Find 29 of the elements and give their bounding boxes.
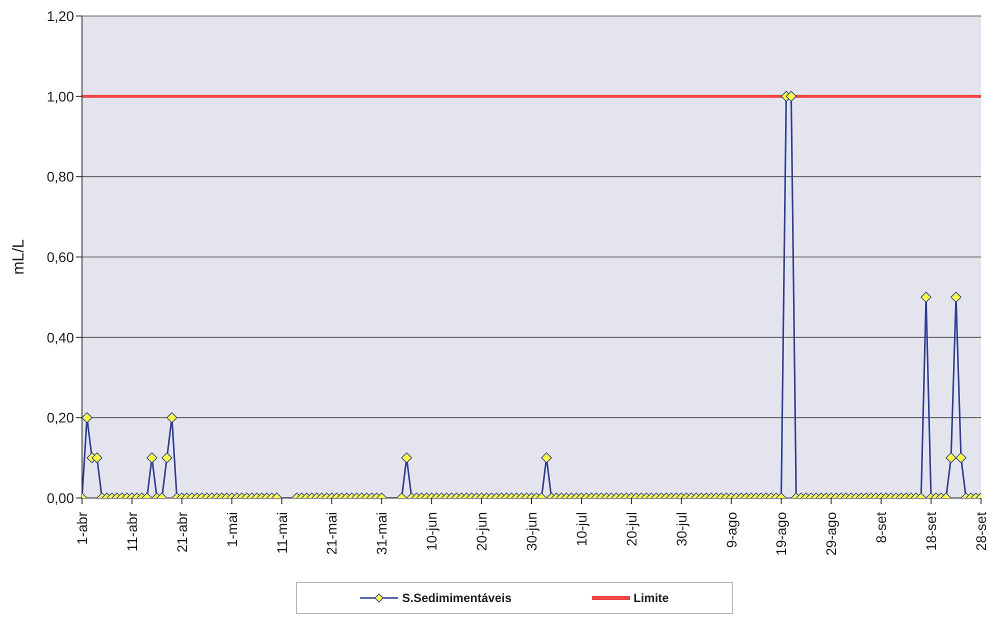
x-tick-label: 1-abr [74, 512, 90, 545]
x-tick-label: 8-set [873, 512, 890, 544]
x-tick-label: 9-ago [723, 512, 740, 548]
y-tick-label: 0,00 [46, 490, 74, 506]
x-tick-label: 18-set [923, 512, 940, 551]
x-tick-label: 1-mai [224, 512, 240, 548]
y-tick-label: 1,20 [46, 8, 74, 24]
x-tick-label: 10-jun [424, 512, 440, 551]
x-tick-label: 11-abr [124, 512, 140, 552]
x-tick-label: 30-jun [524, 512, 540, 551]
x-tick-label: 20-jun [474, 512, 490, 551]
y-tick-label: 0,40 [46, 329, 74, 346]
x-tick-label: 21-mai [324, 512, 340, 555]
legend-label: S.Sedimimentáveis [402, 591, 512, 605]
y-axis-title: mL/L [10, 239, 28, 275]
x-tick-label: 28-set [973, 512, 989, 551]
x-tick-label: 11-mai [274, 512, 290, 554]
x-tick-label: 21-abr [174, 512, 190, 552]
y-tick-label: 0,60 [46, 248, 74, 265]
x-tick-label: 19-ago [773, 512, 790, 556]
y-tick-label: 0,20 [46, 410, 74, 426]
x-tick-label: 20-jul [623, 512, 640, 546]
x-tick-label: 30-jul [673, 512, 690, 546]
x-tick-label: 29-ago [823, 512, 840, 556]
legend-label: Limite [634, 591, 669, 605]
y-tick-label: 1,00 [46, 88, 74, 104]
x-tick-label: 10-jul [573, 512, 590, 546]
x-tick-label: 31-mai [374, 512, 390, 555]
y-tick-label: 0,80 [46, 168, 74, 185]
